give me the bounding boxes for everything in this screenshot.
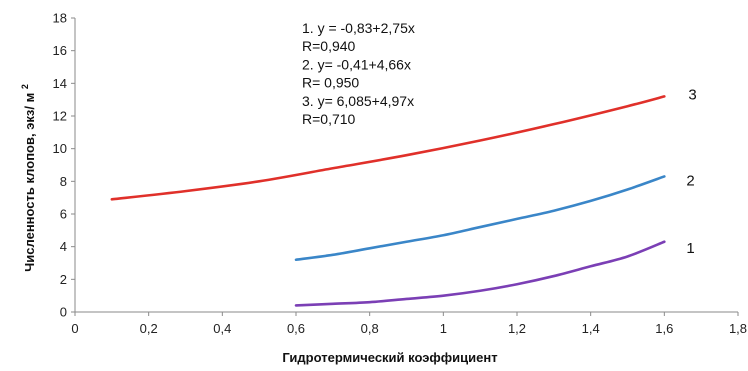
x-axis-title: Гидротермический коэффициент (282, 350, 497, 365)
x-tick-label: 0,4 (213, 321, 231, 336)
y-tick-label: 16 (53, 43, 67, 58)
x-tick-label: 0,8 (361, 321, 379, 336)
x-tick-label: 1,4 (582, 321, 600, 336)
x-tick-label: 1 (440, 321, 447, 336)
series-lines (110, 95, 666, 307)
y-tick-label: 18 (53, 11, 67, 26)
series-label-1: 1 (686, 240, 694, 257)
x-tick-label: 0 (71, 321, 78, 336)
annotation-line: R=0,710 (302, 111, 356, 127)
annotation-line: 3. y= 6,085+4,97x (302, 93, 414, 109)
series-label-3: 3 (688, 86, 696, 103)
series-line-3 (110, 95, 666, 201)
annotation-line: R=0,940 (302, 38, 356, 54)
y-tick-label: 6 (60, 207, 67, 222)
x-tick-label: 0,6 (287, 321, 305, 336)
x-tick-label: 0,2 (140, 321, 158, 336)
series-labels: 1 2 3 (686, 86, 696, 256)
x-tick-label: 1,6 (655, 321, 673, 336)
y-tick-label: 2 (60, 272, 67, 287)
annotation-line: 2. y= -0,41+4,66x (302, 56, 411, 72)
series-line-2 (294, 175, 666, 262)
series-line-1 (294, 240, 666, 307)
annotation-line: R= 0,950 (302, 75, 359, 91)
ticks: 0 0,2 0,4 0,6 0,8 1 1,2 1,4 1,6 1,802468101214161… (53, 11, 748, 337)
y-tick-label: 8 (60, 174, 67, 189)
y-axis-title-superscript: 2 (20, 84, 30, 89)
y-tick-label: 4 (60, 239, 67, 254)
annotation-line: 1. y = -0,83+2,75x (302, 20, 415, 36)
regression-annotations: 1. y = -0,83+2,75x R=0,940 2. y= -0,41+4,6… (302, 20, 415, 127)
y-axis-title-text: Численность клопов, экз/ м (22, 93, 37, 272)
y-tick-label: 14 (53, 76, 67, 91)
x-tick-label: 1,8 (729, 321, 747, 336)
x-tick-label: 1,2 (508, 321, 526, 336)
y-tick-label: 10 (53, 141, 67, 156)
y-axis-title: Численность клопов, экз/ м 2 (20, 84, 37, 272)
axes (74, 18, 738, 313)
y-tick-label: 0 (60, 305, 67, 320)
y-tick-label: 12 (53, 109, 67, 124)
series-label-2: 2 (686, 172, 694, 189)
